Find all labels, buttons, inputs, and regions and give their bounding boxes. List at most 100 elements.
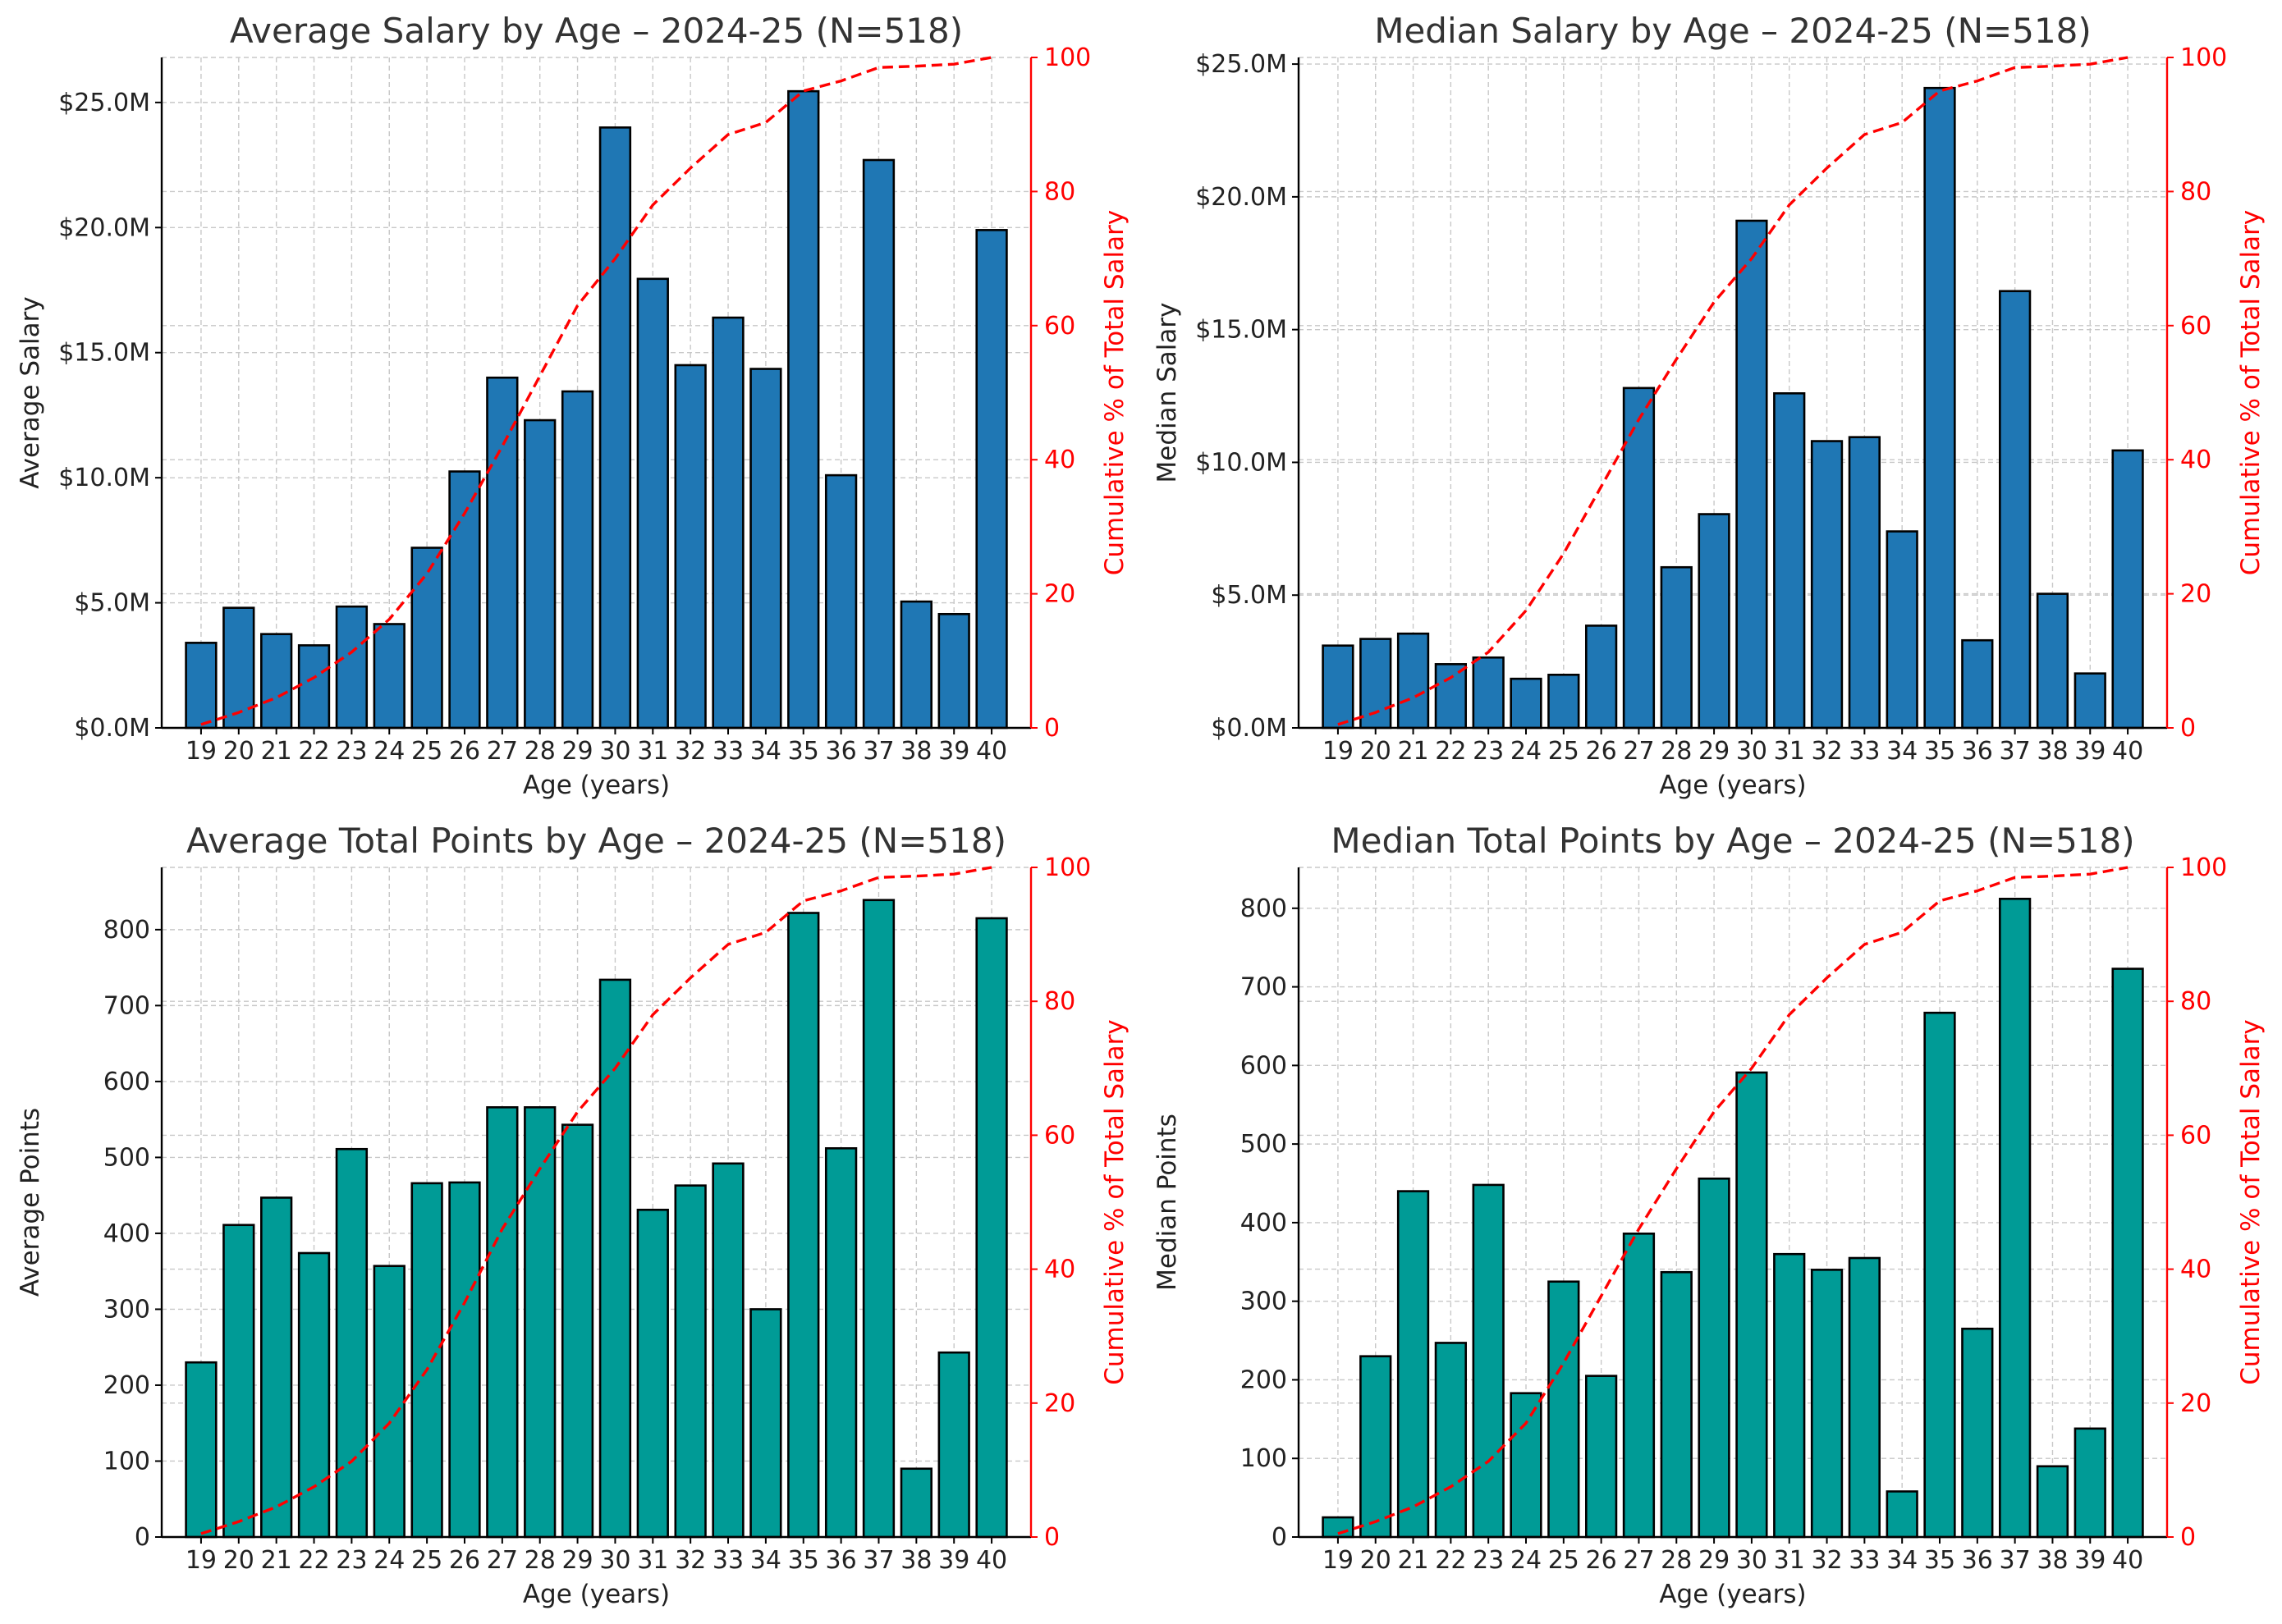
x-tick-label: 34	[1886, 737, 1918, 766]
y-tick-label: 0	[1272, 1523, 1287, 1552]
bar	[749, 368, 782, 730]
x-tick-label: 27	[487, 737, 518, 766]
bar	[561, 390, 594, 730]
y-tick-label: 800	[1240, 894, 1287, 923]
bar	[1698, 1177, 1730, 1539]
chart-title: Median Salary by Age – 2024-25 (N=518)	[1374, 11, 2092, 51]
x-tick-label: 35	[788, 737, 819, 766]
bar	[1322, 644, 1354, 730]
y2-tick-label: 80	[1044, 987, 1075, 1016]
x-tick-label: 19	[186, 1546, 217, 1575]
bar	[1585, 1375, 1618, 1539]
bar	[975, 917, 1008, 1539]
cumulative-percent-line	[200, 56, 992, 726]
x-tick-label: 36	[826, 1546, 857, 1575]
y-tick-label: 100	[1240, 1444, 1287, 1473]
bar	[2111, 449, 2144, 730]
bar	[185, 1361, 218, 1539]
x-tick-label: 39	[2074, 737, 2106, 766]
chart-title: Average Total Points by Age – 2024-25 (N…	[186, 821, 1006, 861]
y-tick-label: $5.0M	[1211, 581, 1287, 610]
bar	[1961, 638, 1994, 730]
cumulative-percent-line	[1337, 56, 2128, 726]
bar	[297, 644, 331, 730]
bar	[1547, 673, 1580, 730]
bar	[674, 1184, 707, 1539]
y2-tick-label: 20	[1044, 580, 1075, 609]
bar	[1660, 1270, 1693, 1539]
x-tick-label: 32	[1811, 1546, 1842, 1575]
x-tick-label: 23	[336, 737, 367, 766]
bar	[937, 1351, 970, 1539]
bar	[1622, 387, 1656, 730]
y2-tick-label: 40	[1044, 446, 1075, 474]
x-tick-label: 36	[1962, 1546, 1993, 1575]
x-tick-label: 24	[373, 737, 405, 766]
y2-tick-label: 60	[1044, 312, 1075, 341]
x-tick-label: 26	[449, 737, 480, 766]
y-tick-label: 200	[103, 1371, 150, 1400]
x-tick-label: 39	[938, 1546, 969, 1575]
bar	[410, 1182, 443, 1539]
y2-tick-label: 80	[2180, 177, 2211, 206]
bar	[373, 1265, 406, 1539]
bar	[1322, 1516, 1354, 1539]
y2-tick-label: 100	[1044, 853, 1091, 882]
y2-tick-label: 20	[1044, 1389, 1075, 1418]
x-axis-label: Age (years)	[1659, 771, 1806, 800]
y-tick-label: 400	[1240, 1209, 1287, 1237]
bar	[297, 1251, 331, 1539]
bar	[1848, 1256, 1881, 1539]
x-tick-label: 38	[900, 737, 932, 766]
x-tick-label: 23	[1473, 737, 1504, 766]
chart-title: Average Salary by Age – 2024-25 (N=518)	[230, 11, 963, 51]
x-tick-label: 35	[1924, 1546, 1955, 1575]
bar	[598, 978, 632, 1539]
bar	[749, 1308, 782, 1539]
x-tick-label: 37	[2000, 737, 2031, 766]
x-tick-label: 20	[223, 737, 254, 766]
x-tick-label: 22	[298, 737, 329, 766]
bar	[900, 600, 933, 730]
x-tick-label: 29	[561, 737, 593, 766]
x-tick-label: 33	[713, 737, 744, 766]
x-tick-label: 33	[713, 1546, 744, 1575]
bar	[862, 158, 896, 730]
bar	[1886, 1490, 1918, 1539]
y2-tick-label: 100	[1044, 43, 1091, 72]
bar	[1923, 86, 1956, 730]
x-tick-label: 34	[750, 1546, 781, 1575]
y-tick-label: $15.0M	[1195, 316, 1287, 345]
y-tick-label: 100	[103, 1447, 150, 1475]
x-tick-label: 21	[261, 1546, 292, 1575]
x-tick-label: 19	[1322, 1546, 1354, 1575]
y2-tick-label: 60	[2180, 312, 2211, 341]
x-tick-label: 30	[1736, 1546, 1767, 1575]
x-tick-label: 29	[1698, 1546, 1730, 1575]
bar	[1999, 290, 2032, 730]
chart-title: Median Total Points by Age – 2024-25 (N=…	[1331, 821, 2134, 861]
x-tick-label: 20	[1360, 737, 1391, 766]
x-axis-label: Age (years)	[1659, 1580, 1806, 1609]
bar	[1359, 1355, 1392, 1539]
bar	[900, 1467, 933, 1539]
y-tick-label: 600	[1240, 1051, 1287, 1080]
y2-tick-label: 60	[2180, 1121, 2211, 1150]
x-tick-label: 31	[637, 1546, 668, 1575]
y2-tick-label: 20	[2180, 1389, 2211, 1418]
bar	[1396, 1190, 1430, 1539]
y2-tick-label: 100	[2180, 43, 2227, 72]
bar	[1735, 1071, 1768, 1539]
y-axis-label: Average Salary	[16, 296, 45, 489]
x-tick-label: 39	[2074, 1546, 2106, 1575]
bar	[712, 1162, 745, 1539]
x-tick-label: 28	[525, 1546, 556, 1575]
bar	[335, 605, 369, 730]
x-tick-label: 22	[1435, 1546, 1466, 1575]
bar	[598, 126, 632, 730]
x-tick-label: 32	[675, 1546, 706, 1575]
y-tick-label: 300	[103, 1295, 150, 1324]
x-tick-label: 23	[336, 1546, 367, 1575]
